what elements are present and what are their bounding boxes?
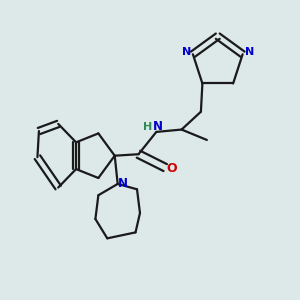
Text: N: N [244, 47, 254, 57]
Text: H: H [143, 122, 153, 132]
Text: N: N [118, 176, 128, 190]
Text: N: N [182, 47, 191, 57]
Text: O: O [167, 162, 177, 175]
Text: N: N [153, 120, 163, 134]
